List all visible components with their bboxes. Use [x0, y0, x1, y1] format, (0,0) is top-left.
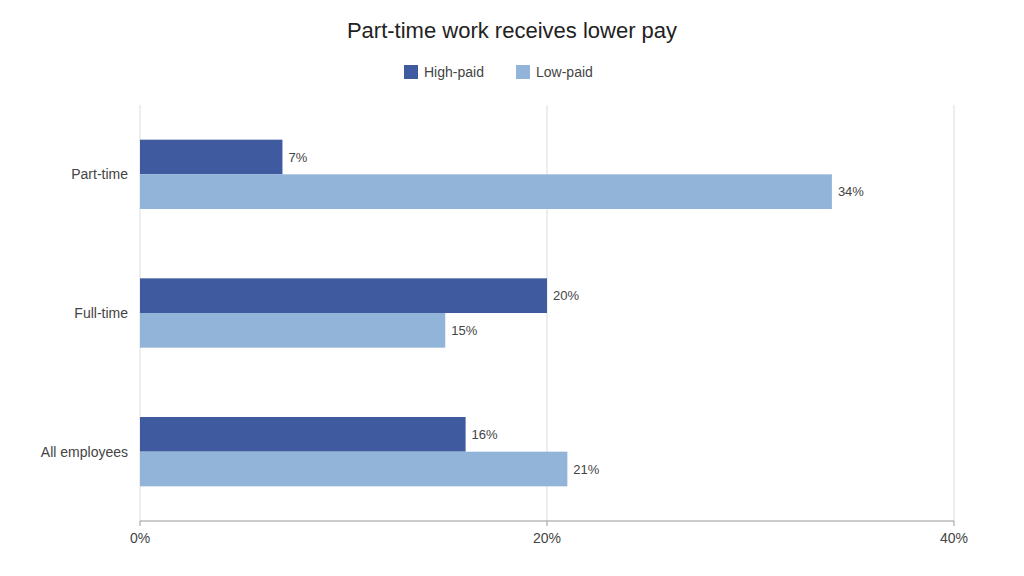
chart-container: Part-time work receives lower pay 0% 20% 40… — [0, 0, 1024, 576]
grid — [140, 105, 954, 521]
tick-mark — [547, 521, 548, 526]
grid-line — [954, 105, 955, 521]
bars — [140, 140, 832, 487]
data-label: 15% — [451, 323, 477, 338]
bar — [140, 174, 832, 209]
bar — [140, 140, 282, 175]
bar — [140, 278, 547, 313]
chart-title: Part-time work receives lower pay — [347, 18, 677, 43]
data-label: 20% — [553, 288, 579, 303]
category-label: Part-time — [71, 166, 128, 182]
bar — [140, 313, 445, 348]
category-label: All employees — [41, 444, 128, 460]
tick-mark — [140, 521, 141, 526]
legend-label: High-paid — [424, 64, 484, 80]
data-label: 16% — [472, 427, 498, 442]
y-axis: Part-time Full-time All employees — [41, 166, 128, 459]
legend-item: High-paid — [404, 64, 484, 80]
legend-item: Low-paid — [516, 64, 593, 80]
data-labels: 7% 34% 20% 15% 16% 21% — [288, 150, 864, 477]
legend-swatch — [516, 65, 530, 79]
bar — [140, 417, 466, 452]
tick-mark — [954, 521, 955, 526]
tick-label: 0% — [130, 530, 150, 546]
data-label: 7% — [288, 150, 307, 165]
legend-label: Low-paid — [536, 64, 593, 80]
chart-svg: Part-time work receives lower pay 0% 20% 40… — [0, 0, 1024, 576]
axis-line — [140, 521, 954, 522]
category-label: Full-time — [74, 305, 128, 321]
tick-label: 40% — [940, 530, 968, 546]
data-label: 21% — [573, 462, 599, 477]
legend: High-paid Low-paid — [404, 64, 593, 80]
x-axis: 0% 20% 40% — [130, 521, 968, 546]
data-label: 34% — [838, 184, 864, 199]
tick-label: 20% — [533, 530, 561, 546]
bar — [140, 452, 567, 487]
legend-swatch — [404, 65, 418, 79]
